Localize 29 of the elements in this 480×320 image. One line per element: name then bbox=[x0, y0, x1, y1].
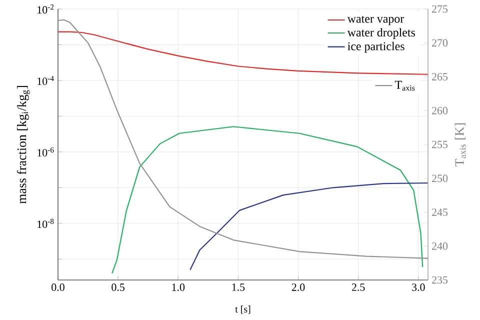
y-axis-title: mass fraction [kg$_{i}$/kg$_{g}$] bbox=[16, 86, 30, 204]
x-tick-label: 1.0 bbox=[172, 284, 185, 291]
y2-tick-label: 265 bbox=[432, 73, 448, 80]
y2-tick-label: 260 bbox=[432, 106, 448, 114]
legend-label: water droplets bbox=[347, 28, 415, 39]
x-tick-label: 3.0 bbox=[412, 284, 425, 291]
legend-label: water vapor bbox=[347, 16, 404, 26]
y-tick-label: 10$^{-8}$ bbox=[38, 218, 54, 228]
x-tick-label: 2.0 bbox=[292, 284, 305, 291]
x-tick-label: 0.0 bbox=[52, 284, 64, 291]
y-tick-label: 10$^{-4}$ bbox=[38, 76, 54, 86]
y2-axis-title: T$_{axis}$ [K] bbox=[454, 123, 466, 166]
y-tick-label: 10$^{-6}$ bbox=[38, 147, 54, 156]
y2-tick-label: 255 bbox=[432, 140, 448, 148]
legend-label: T$_{axis}$ bbox=[395, 80, 415, 91]
y2-tick-label: 275 bbox=[432, 5, 448, 13]
y-tick-label: 10$^{-2}$ bbox=[38, 4, 54, 14]
line-series bbox=[112, 126, 424, 274]
y2-tick-label: 240 bbox=[432, 242, 448, 250]
line-series bbox=[190, 182, 428, 270]
x-tick-label: 1.5 bbox=[232, 284, 245, 291]
legend-label: ice particles bbox=[348, 42, 404, 53]
x-tick-label: 2.5 bbox=[352, 284, 365, 291]
y2-tick-label: 270 bbox=[432, 39, 448, 47]
y2-tick-label: 245 bbox=[432, 208, 448, 216]
y2-tick-label: 235 bbox=[432, 276, 448, 284]
y2-tick-label: 250 bbox=[432, 174, 448, 182]
x-axis-title: t [s] bbox=[235, 306, 250, 314]
x-tick-label: 0.5 bbox=[112, 284, 124, 291]
